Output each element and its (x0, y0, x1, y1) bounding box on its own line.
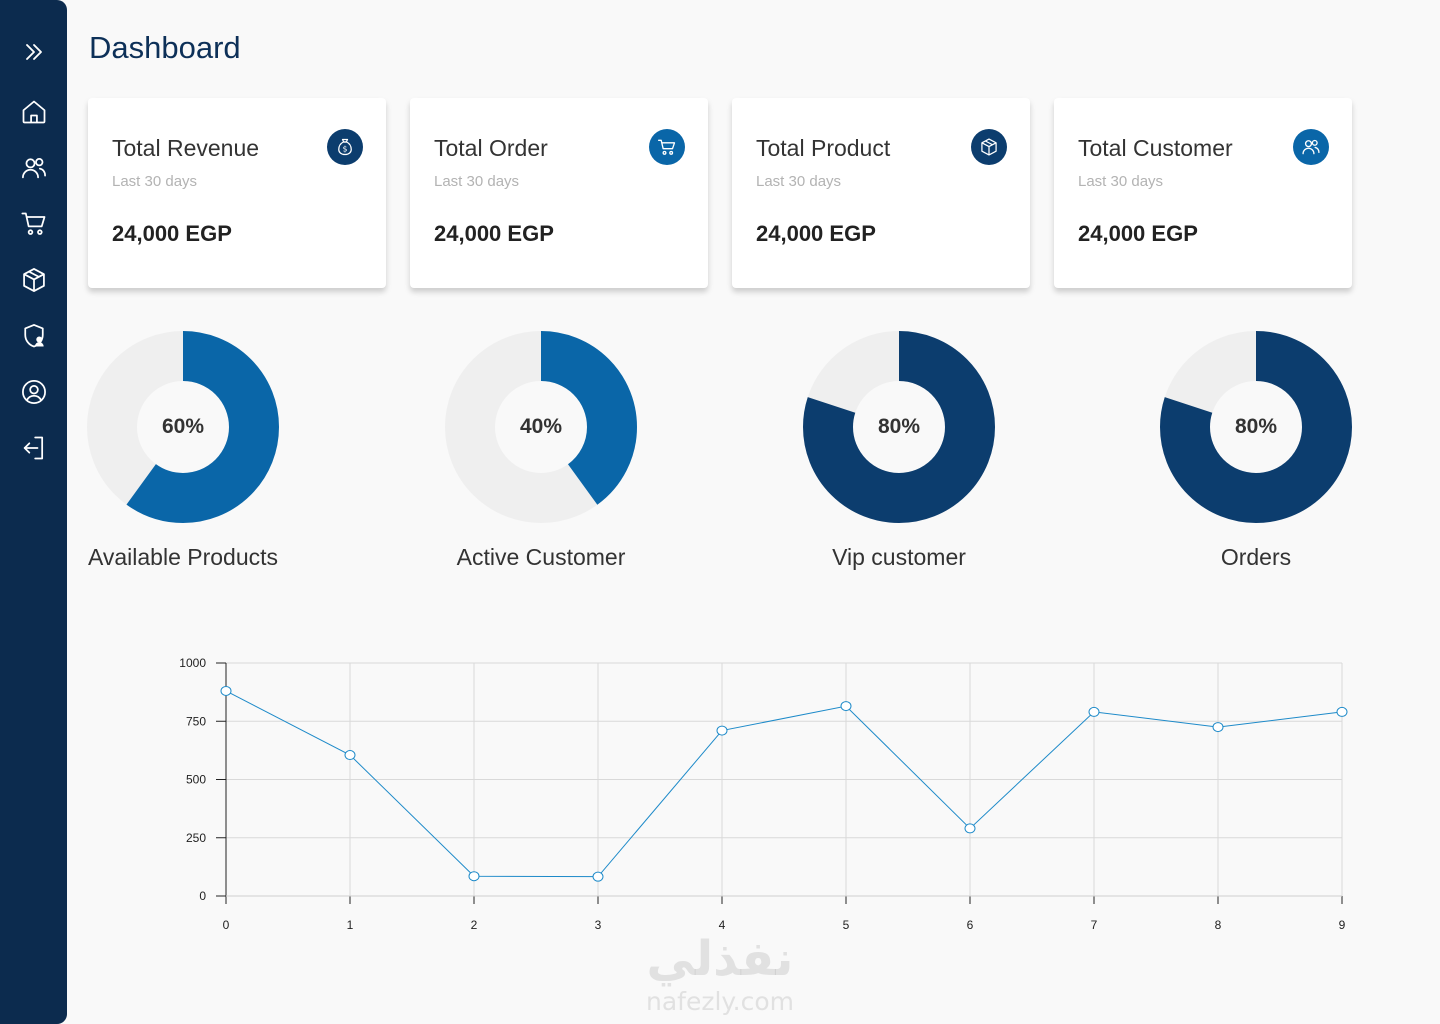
data-point (344, 750, 356, 761)
donut-percent: 60% (161, 415, 205, 438)
sidebar-item-logout[interactable] (18, 432, 50, 464)
card-value: 24,000 EGP (756, 221, 876, 246)
svg-text:$: $ (343, 145, 348, 154)
card-subtitle: Last 30 days (112, 173, 198, 190)
donut-active-customer (445, 331, 637, 523)
data-point (220, 685, 232, 696)
donut-label: Available Products (87, 544, 279, 570)
x-tick-label: 6 (967, 918, 974, 932)
data-point (840, 701, 852, 712)
y-tick-label: 1000 (179, 656, 206, 670)
data-point (716, 725, 728, 736)
series-line (225, 690, 1343, 878)
data-point (1088, 706, 1100, 717)
y-tick-label: 250 (186, 831, 206, 845)
page-title: Dashboard (89, 30, 241, 65)
x-tick-label: 7 (1091, 918, 1098, 932)
sidebar-expand-button[interactable] (18, 36, 50, 68)
card-subtitle: Last 30 days (1078, 173, 1164, 190)
sidebar (0, 0, 67, 1024)
cart-icon (21, 212, 46, 235)
double-chevron-right-icon (26, 44, 42, 60)
logout-icon (23, 436, 44, 460)
shield-user-icon (24, 324, 44, 348)
cart-icon (649, 129, 685, 165)
stat-card-total-revenue: Total Revenue Last 30 days 24,000 EGP $ (88, 98, 386, 288)
donut-arc (87, 331, 279, 523)
y-tick-label: 0 (199, 889, 206, 903)
donut-percent: 80% (1234, 415, 1278, 438)
x-tick-label: 3 (595, 918, 602, 932)
watermark: نفذلي nafezly.com (600, 930, 840, 1016)
card-value: 24,000 EGP (1078, 221, 1198, 246)
card-title: Total Order (434, 135, 548, 161)
x-tick-label: 5 (843, 918, 850, 932)
x-tick-label: 8 (1215, 918, 1222, 932)
donut-vip-customer (803, 331, 995, 523)
donut-orders (1160, 331, 1352, 523)
home-icon (22, 100, 46, 124)
x-tick-label: 4 (719, 918, 726, 932)
data-point (468, 871, 480, 882)
sidebar-item-cart[interactable] (18, 208, 50, 240)
donut-arc (803, 331, 995, 523)
stat-card-total-customer: Total Customer Last 30 days 24,000 EGP (1054, 98, 1352, 288)
donut-available-products (87, 331, 279, 523)
stat-card-total-order: Total Order Last 30 days 24,000 EGP (410, 98, 708, 288)
card-subtitle: Last 30 days (434, 173, 520, 190)
stat-card-total-product: Total Product Last 30 days 24,000 EGP (732, 98, 1030, 288)
x-tick-label: 0 (223, 918, 230, 932)
donut-percent: 40% (519, 415, 563, 438)
data-point (1212, 722, 1224, 733)
card-title: Total Product (756, 135, 891, 161)
donut-label: Active Customer (456, 544, 626, 570)
x-tick-label: 2 (471, 918, 478, 932)
watermark-arabic: نفذلي (646, 931, 794, 987)
y-tick-label: 750 (186, 714, 206, 728)
donut-label: Orders (1220, 544, 1292, 570)
y-tick-label: 500 (186, 773, 206, 787)
card-value: 24,000 EGP (112, 221, 232, 246)
donut-label: Vip customer (832, 544, 966, 570)
sidebar-item-products[interactable] (18, 264, 50, 296)
x-tick-label: 9 (1339, 918, 1346, 932)
watermark-latin: nafezly.com (646, 987, 794, 1016)
card-subtitle: Last 30 days (756, 173, 842, 190)
donut-arc (445, 331, 637, 523)
data-point (964, 823, 976, 834)
card-title: Total Customer (1078, 135, 1233, 161)
money-bag-icon: $ (327, 129, 363, 165)
sidebar-item-home[interactable] (18, 96, 50, 128)
card-title: Total Revenue (112, 135, 260, 161)
donut-percent: 80% (877, 415, 921, 438)
users-icon (22, 158, 46, 179)
sidebar-item-profile[interactable] (18, 376, 50, 408)
donut-arc (1160, 331, 1352, 523)
x-tick-label: 1 (347, 918, 354, 932)
user-circle-icon (22, 380, 46, 404)
box-icon (23, 268, 45, 292)
data-point (1336, 706, 1348, 717)
line-chart: 0 250 500 750 1000 0 1 2 3 4 5 6 7 8 9 (179, 656, 1348, 932)
sidebar-item-users[interactable] (18, 152, 50, 184)
box-icon (971, 129, 1007, 165)
card-value: 24,000 EGP (434, 221, 554, 246)
data-point (592, 871, 604, 882)
sidebar-item-security[interactable] (18, 320, 50, 352)
users-icon (1293, 129, 1329, 165)
